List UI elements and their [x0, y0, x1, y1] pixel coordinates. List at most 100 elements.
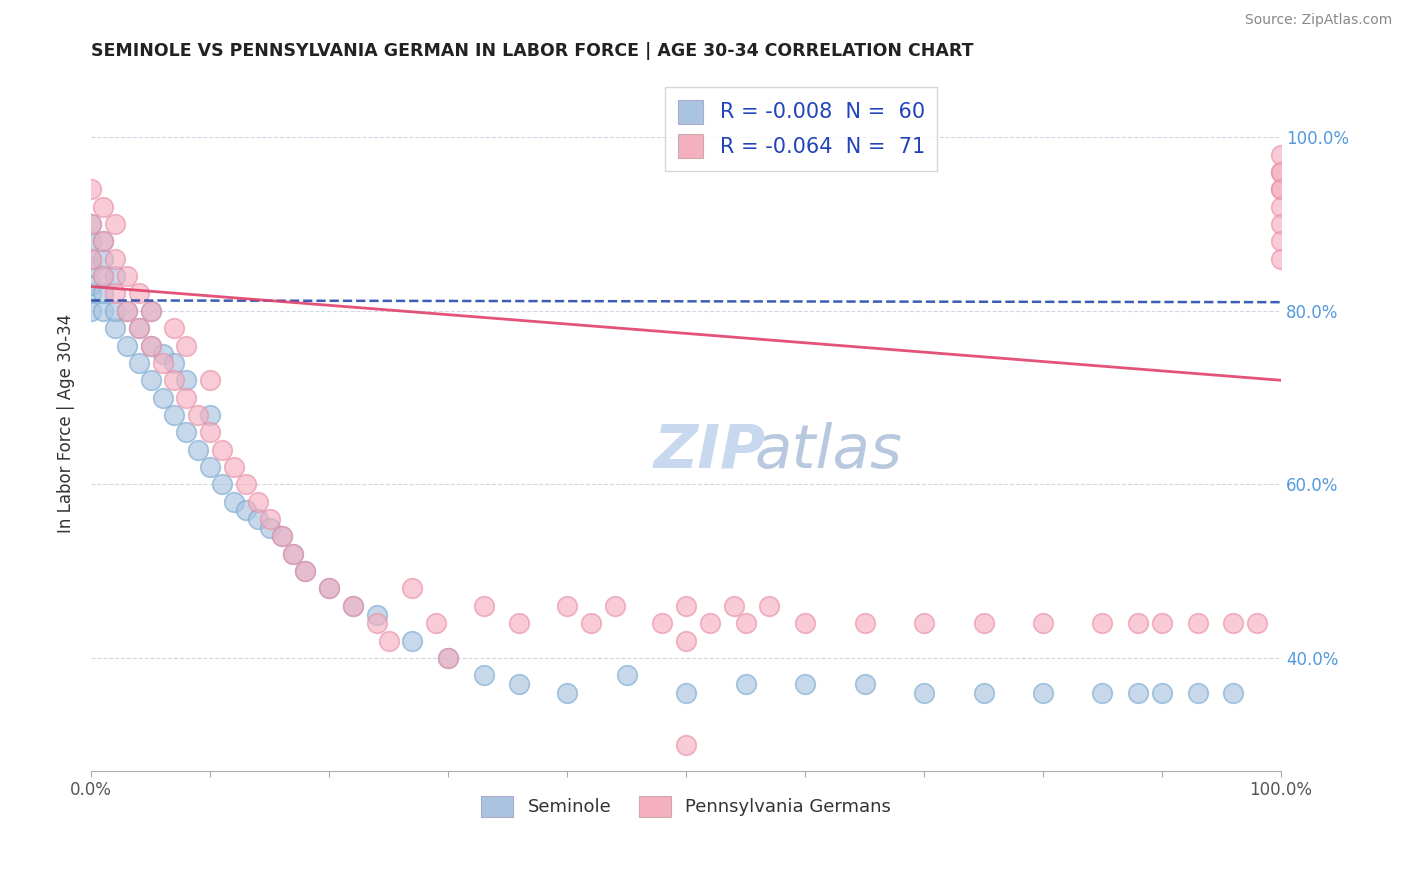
Point — [508, 616, 530, 631]
Point — [80, 217, 103, 231]
Point — [104, 286, 127, 301]
Point — [437, 651, 460, 665]
Point — [246, 494, 269, 508]
Point — [91, 269, 114, 284]
Point — [912, 685, 935, 699]
Point — [91, 235, 114, 249]
Point — [973, 616, 995, 631]
Point — [259, 512, 281, 526]
Point — [91, 200, 114, 214]
Text: SEMINOLE VS PENNSYLVANIA GERMAN IN LABOR FORCE | AGE 30-34 CORRELATION CHART: SEMINOLE VS PENNSYLVANIA GERMAN IN LABOR… — [91, 42, 973, 60]
Point — [246, 512, 269, 526]
Point — [128, 356, 150, 370]
Point — [222, 460, 245, 475]
Point — [425, 616, 447, 631]
Point — [1270, 182, 1292, 196]
Point — [1187, 685, 1209, 699]
Point — [115, 269, 138, 284]
Point — [152, 391, 174, 405]
Point — [91, 286, 114, 301]
Point — [139, 373, 162, 387]
Point — [758, 599, 780, 613]
Point — [318, 582, 340, 596]
Point — [80, 252, 103, 266]
Point — [734, 677, 756, 691]
Point — [579, 616, 602, 631]
Point — [259, 521, 281, 535]
Point — [163, 356, 186, 370]
Point — [115, 303, 138, 318]
Point — [198, 425, 221, 440]
Point — [80, 252, 103, 266]
Point — [1128, 616, 1150, 631]
Point — [163, 373, 186, 387]
Point — [187, 408, 209, 422]
Point — [1150, 616, 1173, 631]
Point — [1032, 616, 1054, 631]
Point — [342, 599, 364, 613]
Point — [283, 547, 305, 561]
Point — [1222, 685, 1244, 699]
Point — [139, 338, 162, 352]
Point — [1150, 685, 1173, 699]
Point — [91, 269, 114, 284]
Point — [80, 286, 103, 301]
Point — [115, 303, 138, 318]
Point — [603, 599, 626, 613]
Point — [734, 616, 756, 631]
Point — [80, 182, 103, 196]
Point — [176, 338, 198, 352]
Point — [508, 677, 530, 691]
Point — [472, 668, 495, 682]
Point — [235, 477, 257, 491]
Point — [1270, 217, 1292, 231]
Point — [1222, 616, 1244, 631]
Point — [176, 373, 198, 387]
Point — [1270, 165, 1292, 179]
Point — [437, 651, 460, 665]
Point — [128, 286, 150, 301]
Point — [176, 425, 198, 440]
Point — [80, 217, 103, 231]
Point — [128, 321, 150, 335]
Point — [675, 633, 697, 648]
Point — [80, 277, 103, 292]
Point — [1270, 200, 1292, 214]
Point — [377, 633, 399, 648]
Point — [270, 529, 292, 543]
Point — [152, 356, 174, 370]
Point — [1270, 252, 1292, 266]
Point — [973, 685, 995, 699]
Point — [139, 338, 162, 352]
Point — [235, 503, 257, 517]
Point — [616, 668, 638, 682]
Point — [294, 564, 316, 578]
Point — [1091, 685, 1114, 699]
Point — [1270, 235, 1292, 249]
Point — [1270, 182, 1292, 196]
Point — [139, 303, 162, 318]
Point — [342, 599, 364, 613]
Point — [555, 685, 578, 699]
Point — [318, 582, 340, 596]
Legend: Seminole, Pennsylvania Germans: Seminole, Pennsylvania Germans — [474, 789, 898, 824]
Point — [1032, 685, 1054, 699]
Text: Source: ZipAtlas.com: Source: ZipAtlas.com — [1244, 13, 1392, 28]
Point — [675, 685, 697, 699]
Point — [794, 677, 817, 691]
Point — [128, 321, 150, 335]
Point — [104, 321, 127, 335]
Point — [853, 677, 876, 691]
Point — [222, 494, 245, 508]
Point — [283, 547, 305, 561]
Point — [211, 477, 233, 491]
Point — [675, 599, 697, 613]
Point — [294, 564, 316, 578]
Point — [198, 408, 221, 422]
Point — [104, 252, 127, 266]
Point — [115, 338, 138, 352]
Point — [104, 217, 127, 231]
Point — [912, 616, 935, 631]
Point — [1128, 685, 1150, 699]
Point — [1270, 165, 1292, 179]
